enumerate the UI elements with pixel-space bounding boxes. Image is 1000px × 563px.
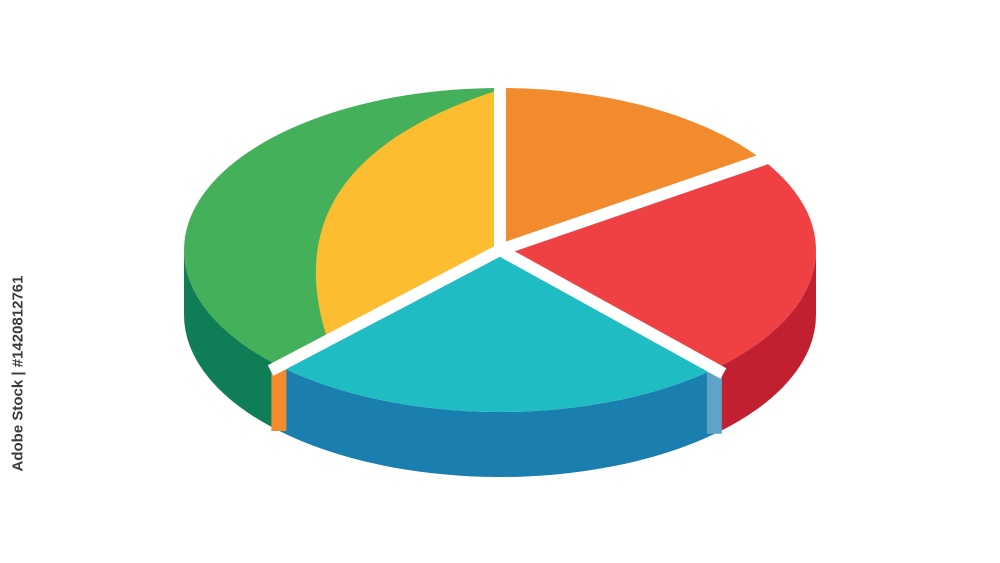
- side-gap-strip-0: [706, 368, 722, 434]
- pie-gap-2: [497, 244, 727, 379]
- pie-gap-3: [267, 244, 503, 376]
- stock-credit: Adobe Stock | #1420812761: [9, 275, 27, 472]
- side-gap-strip-1: [271, 365, 287, 431]
- pie-slice-0: [500, 88, 763, 250]
- pie-slice-side-3: [184, 250, 280, 431]
- pie-slice-side-1: [714, 250, 816, 434]
- pie-slice-inner-highlight: [315, 89, 500, 341]
- pie-slice-1: [500, 159, 816, 369]
- pie-slice-side-2: [279, 365, 715, 478]
- pie-gap-1: [498, 150, 775, 256]
- pie-slice-2: [279, 250, 715, 412]
